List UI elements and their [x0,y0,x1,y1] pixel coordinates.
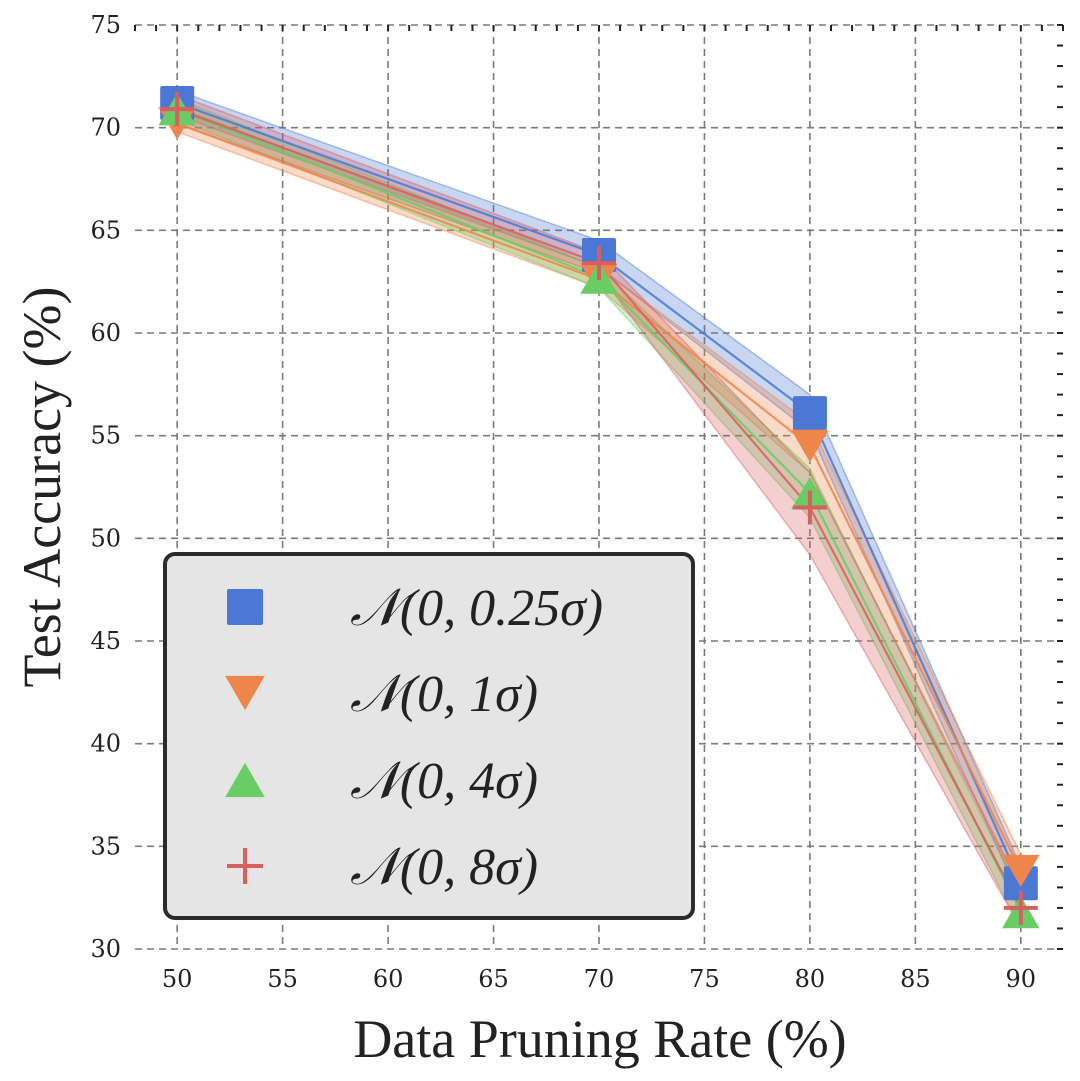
minor-ticks [134,24,1064,950]
x-tick-label: 90 [1006,965,1037,993]
data-point [582,246,616,281]
x-tick-label: 85 [900,965,931,993]
series-line [176,122,1022,872]
x-tick-label: 75 [689,965,720,993]
data-point [791,429,829,463]
legend-marker [225,675,265,711]
legend-label: 𝒩(0, 8σ) [350,839,538,896]
x-tick-label: 80 [795,965,826,993]
legend: 𝒩(0, 0.25σ) 𝒩(0, 1σ) 𝒩(0, 4σ) 𝒩(0, 8σ) [163,552,695,920]
y-tick-label: 60 [90,319,121,347]
y-tick-label: 65 [90,216,121,244]
data-point [1003,890,1038,925]
y-tick-label: 75 [90,11,121,39]
x-tick-labels: 50 55 60 65 70 75 80 85 90 [162,965,1036,993]
y-tick-label: 70 [90,114,121,142]
y-tick-label: 40 [90,730,121,758]
data-point [792,396,827,431]
data-point [792,490,827,525]
series-line [176,101,1022,884]
legend-marker [225,762,265,798]
series-lines [176,101,1022,913]
y-tick-label: 35 [90,832,121,860]
y-axis-title: Test Accuracy (%) [12,286,72,687]
series-markers [158,86,1040,929]
legend-marker [227,589,263,625]
y-tick-label: 55 [90,422,121,450]
data-point [1002,854,1040,888]
x-tick-label: 65 [478,965,509,993]
x-tick-label: 50 [162,965,193,993]
legend-label: 𝒩(0, 1σ) [350,666,538,723]
legend-box [163,552,695,920]
legend-label: 𝒩(0, 0.25σ) [350,580,603,637]
series-line [176,108,1022,909]
legend-label: 𝒩(0, 4σ) [350,753,538,810]
y-tick-label: 50 [90,524,121,552]
x-tick-label: 55 [267,965,298,993]
x-axis-title: Data Pruning Rate (%) [353,1009,846,1069]
data-point [160,92,195,127]
y-tick-label: 45 [90,627,121,655]
x-tick-label: 60 [373,965,404,993]
y-tick-labels: 30 35 40 45 50 55 60 65 70 75 [90,11,121,963]
y-tick-label: 30 [90,935,121,963]
x-tick-label: 70 [584,965,615,993]
legend-marker [227,848,263,884]
